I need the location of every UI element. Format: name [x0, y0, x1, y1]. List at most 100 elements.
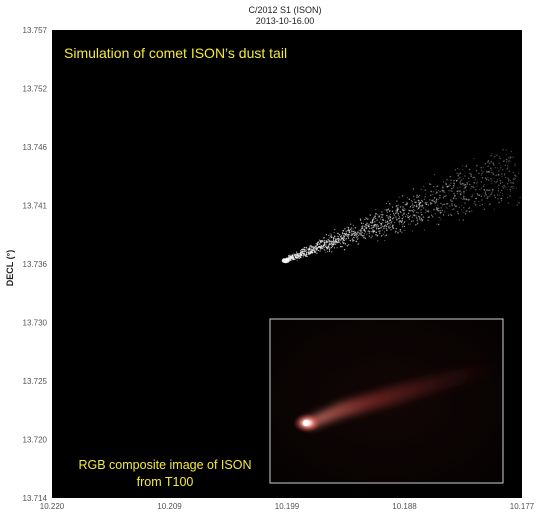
dust-particle: [443, 203, 446, 205]
dust-particle: [328, 242, 331, 244]
dust-particle: [462, 199, 464, 201]
dust-particle: [328, 243, 331, 246]
dust-particle: [389, 203, 391, 205]
dust-particle: [506, 168, 509, 170]
dust-particle: [391, 217, 394, 220]
dust-particle: [397, 214, 399, 216]
dust-particle: [346, 245, 348, 247]
x-tick-label: 10.177: [510, 502, 535, 511]
dust-particle: [300, 253, 302, 255]
dust-particle: [489, 195, 491, 197]
dust-particle: [308, 253, 311, 255]
dust-particle: [420, 218, 423, 220]
dust-particle: [413, 214, 416, 216]
dust-particle: [354, 227, 357, 229]
dust-particle: [505, 154, 507, 156]
dust-particle: [316, 243, 318, 245]
dust-particle: [403, 213, 405, 215]
dust-particle: [468, 177, 470, 179]
dust-particle: [457, 178, 459, 180]
dust-particle: [368, 235, 370, 237]
dust-particle: [310, 244, 312, 246]
dust-particle: [449, 185, 451, 186]
dust-particle: [446, 203, 449, 205]
dust-particle: [353, 230, 355, 233]
dust-particle: [445, 183, 448, 185]
dust-particle: [386, 211, 388, 213]
dust-particle: [446, 179, 448, 181]
dust-particle: [309, 251, 311, 253]
dust-particle: [353, 236, 355, 239]
dust-particle: [418, 204, 420, 206]
dust-particle: [402, 207, 404, 209]
dust-particle: [323, 243, 326, 245]
dust-particle: [324, 249, 326, 251]
dust-particle: [504, 164, 506, 166]
dust-particle: [375, 231, 378, 234]
dust-particle: [484, 192, 486, 195]
dust-particle: [514, 164, 516, 166]
dust-particle: [381, 216, 383, 218]
dust-particle: [509, 159, 511, 161]
dust-particle: [510, 182, 512, 184]
dust-particle: [366, 224, 368, 225]
dust-particle: [459, 193, 462, 195]
y-tick-label: 13.746: [23, 143, 48, 152]
dust-particle: [476, 185, 478, 187]
dust-particle: [395, 216, 397, 218]
dust-particle: [429, 199, 431, 201]
dust-particle: [516, 204, 518, 206]
dust-particle: [419, 201, 422, 204]
dust-particle: [386, 223, 388, 225]
dust-particle: [496, 154, 498, 156]
dust-particle: [386, 229, 388, 231]
dust-particle: [473, 181, 475, 184]
dust-particle: [468, 168, 471, 171]
dust-particle: [496, 179, 499, 181]
dust-particle: [502, 169, 504, 171]
dust-particle: [482, 171, 484, 173]
dust-particle: [465, 210, 467, 212]
dust-particle: [466, 183, 468, 185]
dust-particle: [369, 227, 371, 229]
dust-particle: [372, 226, 375, 228]
dust-particle: [296, 253, 299, 255]
dust-particle: [408, 198, 410, 201]
dust-particle: [462, 169, 464, 171]
dust-particle: [346, 226, 348, 228]
dust-particle: [419, 205, 421, 207]
dust-particle: [315, 250, 317, 252]
dust-particle: [500, 200, 503, 202]
dust-particle: [387, 218, 390, 220]
dust-particle: [440, 207, 442, 209]
dust-particle: [488, 179, 490, 181]
dust-particle: [372, 217, 375, 219]
dust-particle: [506, 158, 508, 160]
dust-particle: [420, 188, 422, 190]
dust-particle: [295, 253, 297, 255]
dust-particle: [432, 216, 433, 218]
dust-particle: [299, 250, 302, 252]
dust-particle: [394, 231, 396, 233]
dust-particle: [353, 239, 355, 242]
dust-particle: [470, 173, 472, 176]
dust-particle: [472, 176, 474, 179]
dust-particle: [325, 252, 327, 253]
dust-particle: [499, 180, 502, 182]
x-tick-label: 10.209: [157, 502, 182, 511]
dust-particle: [314, 245, 317, 248]
dust-particle: [493, 163, 495, 166]
dust-particle: [514, 178, 516, 180]
dust-particle: [310, 245, 313, 247]
dust-particle: [338, 239, 340, 241]
dust-particle: [397, 207, 399, 209]
dust-particle: [430, 184, 432, 186]
dust-particle: [409, 205, 412, 208]
dust-particle: [354, 231, 357, 233]
dust-particle: [329, 240, 331, 243]
dust-particle: [423, 198, 425, 200]
dust-particle: [400, 211, 402, 213]
dust-particle: [372, 228, 374, 230]
dust-particle: [425, 209, 427, 211]
dust-particle: [373, 224, 375, 227]
